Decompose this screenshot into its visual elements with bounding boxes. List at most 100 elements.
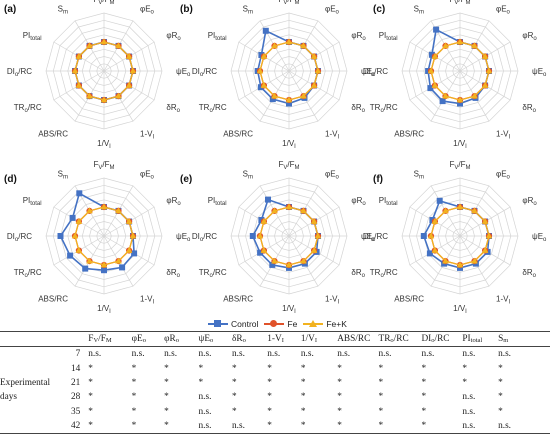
axis-label-tro-rc: TRo​/RC — [370, 103, 398, 114]
data-point-control — [433, 26, 440, 33]
data-point-fe-k — [71, 232, 79, 239]
axis-label-eo: ψEo​ — [361, 232, 376, 243]
column-header-abs-rc: ABS/RC — [337, 334, 371, 345]
significance-cell: * — [267, 363, 272, 374]
significance-cell: * — [232, 378, 237, 389]
empty-cell — [0, 404, 60, 418]
significance-cell: * — [300, 392, 306, 403]
significance-cell: * — [198, 378, 204, 389]
data-point-fe-k — [75, 218, 83, 224]
significance-cell: n.s. — [498, 349, 512, 360]
axis-label-ro: δRo​ — [166, 268, 180, 279]
axis-label-dio-rc: DIo​/RC — [363, 67, 388, 78]
axis-label-dio-rc: DIo​/RC — [363, 232, 388, 243]
significance-cell: * — [88, 392, 93, 403]
axis-label-ro: φRo​ — [351, 31, 366, 42]
axis-label-dio-rc: DIo​/RC — [7, 232, 32, 243]
data-point-fe-k — [314, 67, 322, 74]
legend-item-control: Control — [208, 319, 258, 329]
axis-label-1-vi: 1/VI​ — [453, 304, 467, 315]
data-point-fe-k — [86, 42, 93, 49]
day-cell: 35 — [70, 406, 81, 417]
data-point-fe-k — [129, 67, 137, 74]
data-point-fe-k — [442, 207, 449, 214]
significance-cell: * — [267, 378, 272, 389]
axis-label-eo: ψEo​ — [176, 67, 191, 78]
data-point-fe-k — [100, 203, 108, 210]
data-point-fe-k — [427, 67, 435, 74]
axis-label-sm: Sm​ — [414, 170, 424, 181]
axis-label-tro-rc: TRo​/RC — [199, 103, 227, 114]
axis-label-eo: ψEo​ — [532, 67, 547, 78]
axis-label-1-vi: 1-VI​ — [140, 294, 154, 305]
significance-cell: * — [498, 392, 503, 403]
legend-item-fe-k: Fe+K — [303, 319, 347, 329]
axis-label-pitotal: PItotal​ — [23, 196, 42, 207]
axis-label-tro-rc: TRo​/RC — [199, 268, 227, 279]
data-point-fe-k — [471, 257, 478, 264]
data-point-control — [428, 51, 435, 58]
axis-label-sm: Sm​ — [243, 170, 253, 181]
data-point-fe-k — [431, 247, 439, 253]
data-point-control — [269, 96, 276, 103]
axis-label-abs-rc: ABS/RC — [38, 294, 68, 303]
significance-cell: * — [164, 392, 169, 403]
day-cell: 42 — [70, 420, 81, 431]
significance-cell: * — [164, 406, 169, 417]
significance-cell: * — [378, 363, 384, 374]
significance-cell: n.s. — [421, 349, 435, 360]
data-point-control — [426, 250, 433, 257]
significance-cell: * — [337, 420, 342, 431]
significance-cell: * — [462, 363, 468, 374]
axis-label-sm: Sm​ — [58, 170, 68, 181]
table-row: Experimental 21 * * * * * * * * * * * * — [0, 376, 550, 390]
data-point-fe-k — [481, 247, 489, 253]
data-point-fe-k — [125, 82, 133, 88]
significance-cell: * — [88, 420, 93, 431]
significance-cell: * — [164, 420, 169, 431]
data-point-fe-k — [456, 38, 464, 45]
data-point-control — [76, 190, 83, 197]
axis-label-sm: Sm​ — [58, 5, 68, 16]
data-point-fe-k — [260, 218, 268, 224]
legend-label: Control — [231, 319, 259, 329]
significance-cell: * — [421, 420, 427, 431]
axis-label-1-vi: 1-VI​ — [325, 294, 339, 305]
data-point-fe-k — [456, 261, 464, 268]
significance-cell: n.s. — [232, 349, 245, 360]
column-header-fv-fm: FV/FM — [88, 334, 112, 345]
significance-cell: * — [421, 363, 427, 374]
significance-cell: * — [131, 420, 137, 431]
empty-cell — [0, 362, 60, 376]
table-row: 14 * * * * * * * * * * * * — [0, 362, 550, 376]
significance-cell: * — [300, 420, 306, 431]
significance-cell: * — [232, 392, 237, 403]
column-header-empty — [60, 332, 88, 347]
data-point-control — [82, 265, 89, 272]
column-header-1-vi: 1/VI — [300, 334, 317, 345]
empty-cell — [0, 347, 60, 362]
axis-label-eo: φEo​ — [496, 5, 511, 16]
data-point-control — [262, 27, 269, 34]
axis-label-ro: φRo​ — [351, 196, 366, 207]
significance-cell: n.s. — [267, 349, 281, 360]
axis-label-1-vi: 1/VI​ — [97, 304, 111, 315]
axis-label-abs-rc: ABS/RC — [394, 129, 424, 138]
axis-label-dio-rc: DIo​/RC — [192, 232, 217, 243]
column-header-1-vi: 1-VI — [267, 334, 284, 345]
data-point-fe-k — [129, 232, 137, 239]
column-header-empty — [0, 332, 60, 347]
data-point-control — [101, 267, 107, 274]
data-point-fe-k — [431, 218, 439, 224]
data-point-fe-k — [431, 53, 439, 59]
significance-cell: * — [378, 406, 384, 417]
significance-cell: * — [267, 420, 272, 431]
data-point-fe-k — [285, 38, 293, 45]
significance-cell: * — [164, 378, 169, 389]
column-header-ro: δRo — [232, 334, 246, 345]
significance-cell: * — [421, 378, 427, 389]
table-row: days 28 * * * n.s. * * * * * * n.s. * — [0, 390, 550, 404]
axis-label-1-vi: 1/VI​ — [453, 139, 467, 150]
significance-cell: n.s. — [198, 406, 212, 417]
axis-label-eo: ψEo​ — [532, 232, 547, 243]
